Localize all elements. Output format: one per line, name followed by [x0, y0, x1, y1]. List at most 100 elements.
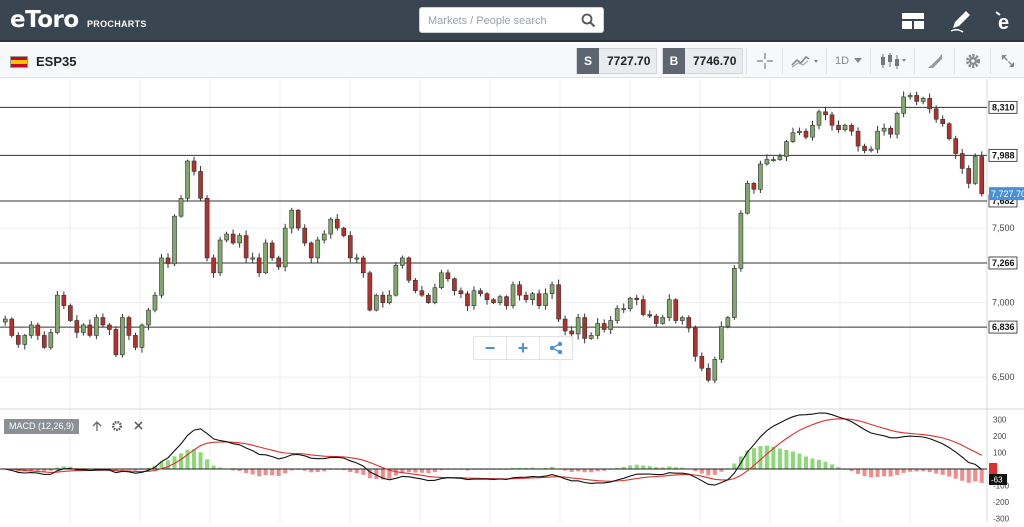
macd-histogram-bar — [419, 468, 424, 473]
macd-histogram-bar — [602, 468, 607, 471]
macd-histogram-bar — [322, 468, 327, 472]
chevron-down-icon — [854, 58, 863, 63]
chart-area[interactable]: 7,500 7,000 6,500 8,310 7,988 7,682 7,266 6,836… — [0, 79, 1024, 524]
zoom-in-button[interactable]: + — [507, 337, 540, 359]
macd-histogram-bar — [790, 451, 795, 469]
candle-up — [432, 287, 438, 303]
candle-down — [458, 290, 464, 294]
close-icon[interactable] — [133, 420, 144, 431]
macd-histogram-bar — [960, 468, 965, 481]
macd-histogram-bar — [205, 459, 210, 469]
macd-histogram-bar — [699, 468, 704, 474]
search-icon[interactable] — [581, 13, 596, 28]
candle-style-button[interactable] — [870, 48, 914, 74]
candle-up — [719, 326, 724, 360]
macd-histogram-bar — [875, 468, 880, 477]
macd-histogram-bar — [576, 468, 581, 472]
candle-down — [849, 124, 854, 132]
price-chart[interactable]: 7,500 7,000 6,500 8,310 7,988 7,682 7,266 6,836… — [0, 79, 1024, 524]
macd-indicator-label[interactable]: MACD (12,26,9) — [4, 419, 80, 434]
candle-down — [41, 335, 47, 348]
ruler-icon — [927, 54, 942, 68]
candle-up — [608, 320, 613, 330]
candle-up — [712, 358, 718, 381]
arrow-up-icon[interactable] — [91, 420, 103, 432]
macd-histogram-bar — [315, 468, 320, 473]
candle-up — [771, 159, 776, 162]
candle-down — [308, 242, 314, 259]
candle-down — [673, 299, 679, 321]
candle-down — [803, 130, 809, 138]
sell-price-button[interactable]: S 7727.70 — [576, 48, 658, 74]
macd-histogram-bar — [745, 450, 750, 469]
macd-histogram-bar — [693, 468, 698, 472]
current-price-tag — [989, 187, 1024, 201]
chart-type-button[interactable] — [782, 48, 826, 74]
macd-histogram-bar — [797, 453, 802, 469]
pencil-icon[interactable] — [945, 6, 975, 36]
macd-histogram-bar — [55, 467, 60, 469]
etoro-logo[interactable]: eToro — [10, 7, 79, 33]
macd-histogram-bar — [660, 467, 665, 469]
layout-icon[interactable] — [898, 6, 928, 36]
search-box[interactable] — [419, 7, 604, 33]
macd-histogram-bar — [621, 466, 626, 469]
candle-up — [321, 233, 327, 241]
candle-up — [217, 239, 223, 274]
candle-down — [243, 235, 249, 259]
candle-up — [894, 112, 900, 135]
candle-down — [523, 294, 529, 300]
buy-price-button[interactable]: B 7746.70 — [662, 48, 744, 74]
macd-histogram-bar — [68, 466, 73, 469]
search-input[interactable] — [428, 12, 578, 30]
macd-histogram-bar — [895, 468, 900, 476]
share-button[interactable] — [540, 337, 572, 359]
macd-histogram-bar — [74, 467, 79, 469]
macd-histogram-bar — [758, 445, 763, 469]
sell-tag: S — [577, 48, 599, 74]
macd-histogram-bar — [667, 466, 672, 469]
candle-up — [120, 317, 125, 356]
price-tick-label: 7,500 — [992, 223, 1015, 233]
candle-down — [445, 272, 451, 280]
settings-button[interactable] — [954, 48, 990, 74]
macd-histogram-bar — [589, 468, 594, 473]
etoro-badge-icon[interactable]: e — [990, 6, 1020, 36]
macd-histogram-bar — [869, 468, 874, 478]
candle-down — [165, 257, 171, 265]
candle-down — [465, 293, 470, 306]
macd-histogram-bar — [927, 468, 932, 473]
candle-down — [517, 284, 522, 296]
macd-histogram-bar — [569, 468, 574, 472]
macd-histogram-bar — [426, 468, 431, 474]
macd-histogram-bar — [517, 467, 522, 469]
candle-down — [9, 318, 15, 336]
timeframe-button[interactable]: 1D — [826, 48, 870, 74]
macd-histogram-bar — [934, 468, 939, 474]
macd-histogram-bar — [133, 468, 138, 471]
macd-histogram-bar — [406, 468, 411, 473]
zoom-out-button[interactable]: − — [474, 337, 507, 359]
crosshair-button[interactable] — [746, 48, 782, 74]
indicator-settings-icon[interactable] — [111, 420, 123, 432]
candle-down — [927, 98, 932, 110]
candle-up — [732, 268, 737, 318]
candle-up — [237, 235, 242, 244]
macd-histogram-bar — [439, 468, 444, 471]
macd-histogram-bar — [354, 468, 359, 474]
macd-histogram-bar — [465, 468, 470, 471]
candle-down — [360, 257, 366, 274]
macd-histogram-bar — [244, 468, 249, 474]
macd-histogram-bar — [719, 468, 724, 472]
drawing-tools-button[interactable] — [914, 48, 954, 74]
candle-down — [504, 296, 509, 306]
macd-histogram-bar — [550, 466, 555, 469]
candle-down — [61, 294, 67, 306]
candle-up — [315, 239, 321, 259]
candle-up — [810, 124, 815, 138]
candle-down — [269, 242, 275, 259]
candle-down — [133, 335, 138, 348]
candle-down — [484, 293, 490, 300]
macd-histogram-bar — [823, 461, 828, 469]
fullscreen-button[interactable] — [990, 48, 1024, 74]
